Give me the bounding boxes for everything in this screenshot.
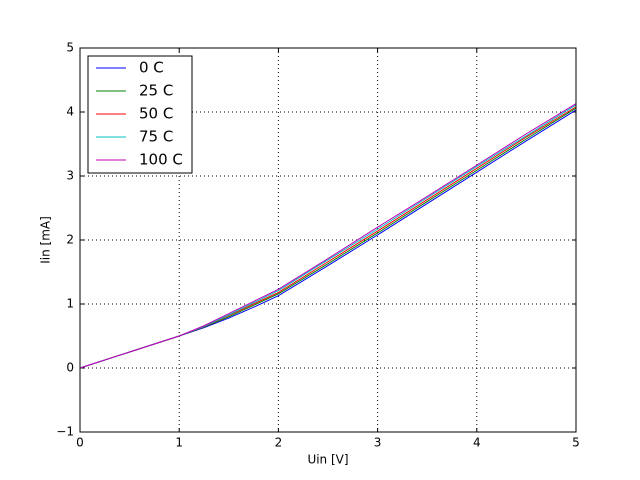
- x-tick-label: 1: [175, 436, 183, 450]
- x-tick-label: 0: [76, 436, 84, 450]
- legend-label: 50 C: [139, 105, 173, 123]
- y-tick-label: 5: [66, 41, 74, 55]
- legend-label: 0 C: [139, 59, 164, 77]
- legend-box: [87, 55, 193, 174]
- y-tick-label: 2: [66, 233, 74, 247]
- y-tick-label: 1: [66, 297, 74, 311]
- x-tick-label: 2: [275, 436, 283, 450]
- x-tick-label: 4: [473, 436, 481, 450]
- y-axis-label: Iin [mA]: [39, 216, 53, 264]
- legend-label: 100 C: [139, 151, 183, 169]
- x-tick-label: 5: [572, 436, 580, 450]
- x-tick-label: 3: [374, 436, 382, 450]
- x-axis-label: Uin [V]: [307, 453, 348, 467]
- legend-label: 75 C: [139, 128, 173, 146]
- plot-frame: [79, 47, 577, 433]
- y-tick-label: 0: [66, 361, 74, 375]
- y-tick-label: 4: [66, 105, 74, 119]
- y-tick-label: 3: [66, 169, 74, 183]
- data-line: [79, 103, 577, 369]
- y-tick-label: −1: [56, 425, 74, 439]
- legend-label: 25 C: [139, 82, 173, 100]
